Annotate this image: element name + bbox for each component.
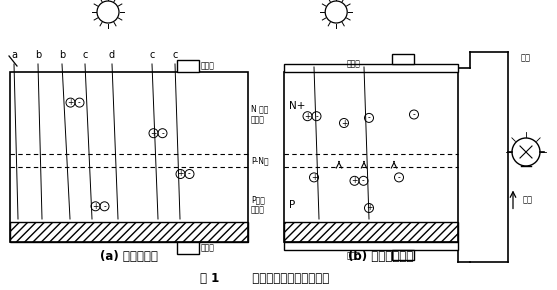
Text: +: + — [311, 173, 317, 182]
Text: P: P — [289, 200, 295, 210]
Text: -: - — [188, 169, 191, 179]
Text: +: + — [366, 204, 372, 213]
Text: N 型半
导体区: N 型半 导体区 — [251, 105, 268, 124]
Text: (b) 光电场的产生: (b) 光电场的产生 — [348, 249, 414, 262]
Text: +: + — [351, 176, 358, 185]
Bar — [284, 64, 458, 72]
Text: 上电极: 上电极 — [201, 61, 214, 70]
Text: +: + — [304, 112, 311, 121]
Text: 下电极: 下电极 — [201, 244, 214, 253]
Text: 负载: 负载 — [521, 53, 531, 63]
Text: +: + — [177, 169, 184, 179]
Text: 图 1        光伏电池发电原理示意图: 图 1 光伏电池发电原理示意图 — [201, 271, 330, 284]
Text: d: d — [109, 50, 115, 60]
Bar — [284, 72, 458, 242]
Bar — [177, 242, 199, 254]
Circle shape — [97, 1, 119, 23]
Text: c: c — [172, 50, 178, 60]
Text: -: - — [362, 176, 365, 185]
Text: 电流: 电流 — [523, 195, 533, 204]
Text: c: c — [149, 50, 155, 60]
Text: P型半
导体区: P型半 导体区 — [251, 195, 265, 214]
Bar — [392, 54, 414, 64]
Text: (a) 光子的运动: (a) 光子的运动 — [100, 249, 158, 262]
Text: N+: N+ — [289, 101, 305, 111]
Bar — [284, 242, 458, 250]
Bar — [177, 60, 199, 72]
Text: b: b — [59, 50, 65, 60]
Bar — [10, 222, 248, 242]
Text: a: a — [11, 50, 17, 60]
Text: 上电极: 上电极 — [346, 59, 360, 68]
Text: -: - — [78, 98, 81, 107]
Text: -: - — [161, 129, 164, 138]
Text: +: + — [150, 129, 157, 138]
Text: -: - — [315, 112, 318, 121]
Text: P-N结: P-N结 — [251, 156, 268, 165]
Text: -: - — [103, 202, 106, 211]
Bar — [10, 72, 248, 242]
Text: b: b — [35, 50, 41, 60]
Text: +: + — [67, 98, 74, 107]
Text: -: - — [368, 113, 370, 122]
Text: -: - — [398, 173, 400, 182]
Circle shape — [325, 1, 347, 23]
Text: 下电极: 下电极 — [346, 251, 360, 260]
Text: -: - — [413, 110, 416, 119]
Text: c: c — [82, 50, 87, 60]
Bar — [392, 250, 414, 260]
Text: +: + — [92, 202, 99, 211]
Text: +: + — [341, 119, 347, 128]
Bar — [284, 222, 458, 242]
